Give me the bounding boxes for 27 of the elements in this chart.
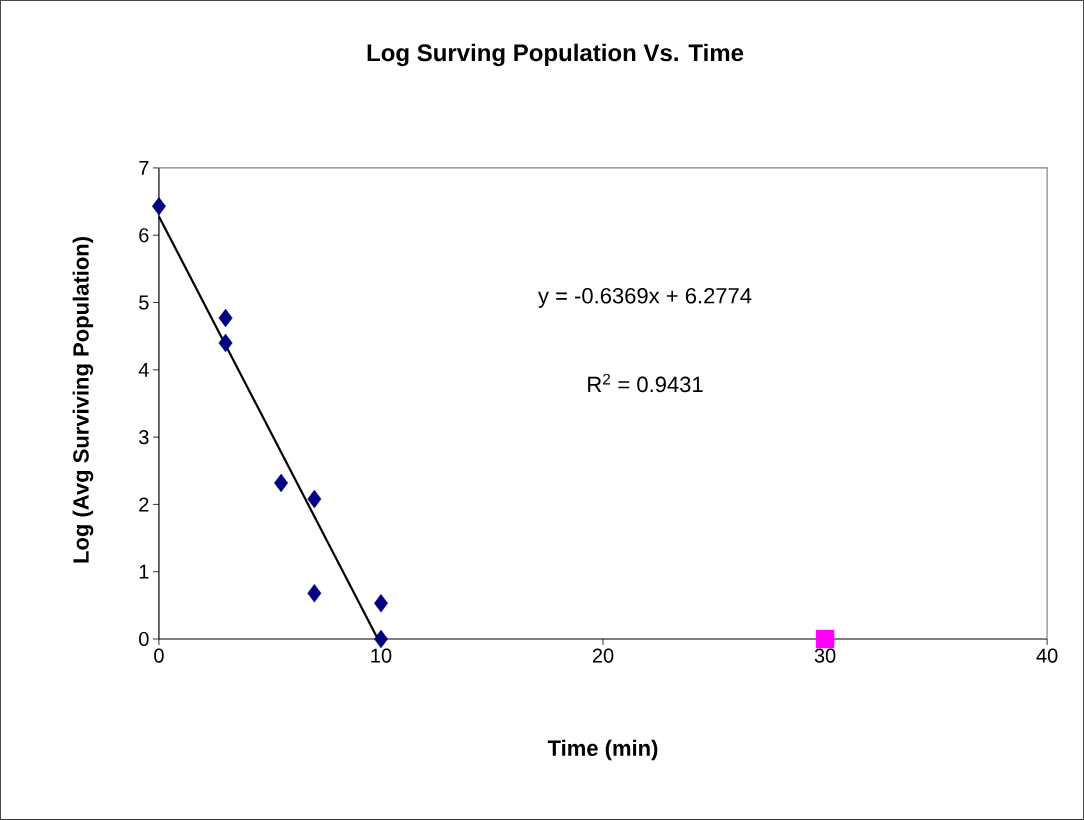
y-tick-label: 6 (139, 228, 149, 243)
x-tick-label: 30 (814, 648, 836, 663)
y-axis-title: Log (Avg Surviving Population) (72, 237, 94, 563)
x-tick-label: 10 (371, 648, 392, 663)
y-tick-label: 2 (139, 497, 149, 512)
point (151, 197, 166, 216)
point (374, 629, 388, 649)
annotation: R$^{2}$ = 0.9431 (588, 373, 703, 393)
point (307, 584, 322, 603)
point (374, 594, 388, 613)
x-tick-label: 20 (592, 648, 614, 663)
y-tick-label: 0 (139, 631, 149, 647)
annotation: y = -0.6369x + 6.2774 (538, 288, 752, 308)
point (307, 489, 322, 509)
x-tick-label: 0 (154, 648, 164, 663)
y-tick-label: 5 (139, 295, 149, 310)
x-axis-title: Time (min) (547, 739, 658, 761)
point (218, 308, 233, 328)
point (815, 629, 835, 649)
y-tick-label: 4 (138, 362, 149, 377)
chart-title: Log Surving Population Vs. Time (367, 43, 744, 67)
x-tick-label: 40 (1036, 648, 1058, 663)
point (218, 333, 233, 353)
point (274, 473, 289, 493)
y-tick-label: 7 (139, 161, 149, 175)
y-tick-label: 1 (139, 564, 149, 579)
y-tick-label: 3 (139, 430, 149, 445)
